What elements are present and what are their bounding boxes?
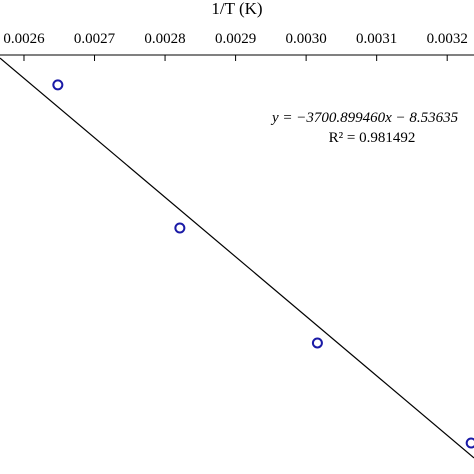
point bbox=[174, 222, 186, 234]
x-tick-label: 0.0032 bbox=[427, 31, 468, 47]
r-squared: R² = 0.981492 bbox=[329, 130, 416, 146]
x-tick-label: 0.0026 bbox=[3, 31, 45, 47]
point bbox=[52, 79, 64, 91]
x-tick-label: 0.0031 bbox=[356, 31, 397, 47]
x-tick-label: 0.0028 bbox=[144, 31, 185, 47]
point bbox=[311, 337, 323, 349]
equation: y = −3700.899460x − 8.53635 bbox=[270, 110, 459, 126]
x-tick-label: 0.0030 bbox=[286, 31, 327, 47]
point bbox=[465, 437, 474, 449]
x-axis-title: 1/T (K) bbox=[211, 0, 262, 18]
x-tick-label: 0.0029 bbox=[215, 31, 256, 47]
x-tick-label: 0.0027 bbox=[74, 31, 116, 47]
fit-line bbox=[0, 57, 474, 459]
